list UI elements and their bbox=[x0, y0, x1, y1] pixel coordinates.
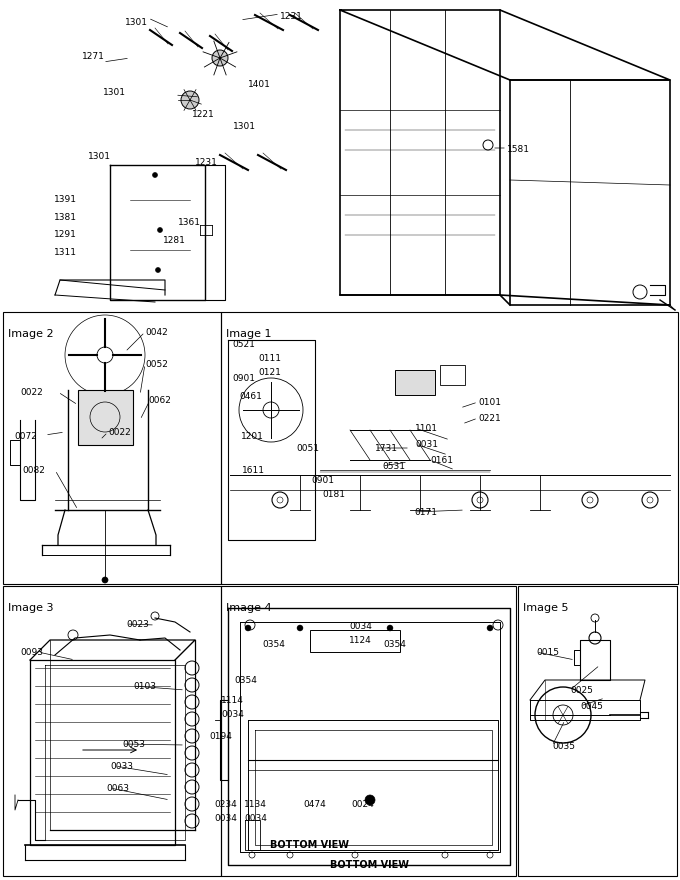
Bar bbox=[221, 586, 516, 876]
Text: 0045: 0045 bbox=[580, 702, 603, 711]
Circle shape bbox=[245, 625, 251, 631]
Text: 0022: 0022 bbox=[20, 388, 43, 397]
Text: Image 1: Image 1 bbox=[226, 329, 271, 339]
Bar bbox=[3, 312, 221, 584]
Text: Image 2: Image 2 bbox=[8, 329, 54, 339]
Text: 0093: 0093 bbox=[20, 648, 43, 657]
Circle shape bbox=[102, 577, 108, 583]
Bar bbox=[440, 365, 465, 385]
Text: 1114: 1114 bbox=[221, 696, 244, 705]
Text: 1124: 1124 bbox=[349, 636, 372, 645]
Text: Image 4: Image 4 bbox=[226, 603, 271, 613]
Text: 0103: 0103 bbox=[133, 682, 156, 691]
Text: 0015: 0015 bbox=[536, 648, 559, 657]
Text: 0121: 0121 bbox=[258, 368, 281, 377]
Text: Image 3: Image 3 bbox=[8, 603, 54, 613]
Text: 1201: 1201 bbox=[241, 432, 264, 441]
Bar bbox=[3, 586, 221, 876]
Text: 0034: 0034 bbox=[244, 814, 267, 823]
Text: 0181: 0181 bbox=[322, 490, 345, 499]
Text: 0072: 0072 bbox=[14, 432, 37, 441]
Text: 0052: 0052 bbox=[145, 360, 168, 369]
Text: 1281: 1281 bbox=[163, 236, 186, 245]
Text: 0461: 0461 bbox=[239, 392, 262, 401]
Text: 0062: 0062 bbox=[148, 396, 171, 405]
Text: 0901: 0901 bbox=[232, 374, 255, 383]
Circle shape bbox=[181, 91, 199, 109]
Text: 0354: 0354 bbox=[262, 640, 285, 649]
Text: 0082: 0082 bbox=[22, 466, 45, 475]
Circle shape bbox=[156, 268, 160, 273]
Text: 1101: 1101 bbox=[415, 424, 438, 433]
Circle shape bbox=[487, 625, 493, 631]
Text: BOTTOM VIEW: BOTTOM VIEW bbox=[271, 840, 350, 850]
Text: 0051: 0051 bbox=[296, 444, 319, 453]
Text: 0025: 0025 bbox=[570, 686, 593, 695]
Circle shape bbox=[387, 625, 393, 631]
Text: 0161: 0161 bbox=[430, 456, 453, 465]
Circle shape bbox=[297, 625, 303, 631]
Text: 1134: 1134 bbox=[244, 800, 267, 809]
Text: 1311: 1311 bbox=[54, 248, 77, 257]
Text: 1301: 1301 bbox=[103, 88, 126, 97]
Bar bbox=[310, 630, 400, 652]
Text: 0354: 0354 bbox=[383, 640, 406, 649]
Text: 1611: 1611 bbox=[242, 466, 265, 475]
Text: 0034: 0034 bbox=[214, 814, 237, 823]
Circle shape bbox=[152, 172, 158, 178]
Text: 1381: 1381 bbox=[54, 213, 77, 222]
Text: 1301: 1301 bbox=[125, 18, 148, 27]
Text: 1391: 1391 bbox=[54, 195, 77, 204]
Text: 1301: 1301 bbox=[88, 152, 111, 161]
Circle shape bbox=[365, 795, 375, 805]
Text: 1401: 1401 bbox=[248, 80, 271, 89]
Text: 1361: 1361 bbox=[178, 218, 201, 227]
Text: 0521: 0521 bbox=[232, 340, 255, 349]
Circle shape bbox=[212, 50, 228, 66]
Text: 0034: 0034 bbox=[349, 622, 372, 631]
Text: 1221: 1221 bbox=[192, 110, 215, 119]
Text: 0033: 0033 bbox=[110, 762, 133, 771]
Text: BOTTOM VIEW: BOTTOM VIEW bbox=[330, 860, 409, 870]
Text: 0042: 0042 bbox=[145, 328, 168, 337]
Text: 0221: 0221 bbox=[478, 414, 500, 423]
Text: 1271: 1271 bbox=[82, 52, 105, 61]
Bar bbox=[395, 370, 435, 395]
Text: 0111: 0111 bbox=[258, 354, 281, 363]
Text: 1581: 1581 bbox=[507, 145, 530, 154]
Text: 1291: 1291 bbox=[54, 230, 77, 239]
Text: 0024: 0024 bbox=[351, 800, 374, 809]
Circle shape bbox=[158, 228, 163, 232]
Text: 0354: 0354 bbox=[234, 676, 257, 685]
Bar bbox=[518, 586, 677, 876]
Text: 0171: 0171 bbox=[414, 508, 437, 517]
Text: Image 5: Image 5 bbox=[523, 603, 568, 613]
Text: 1231: 1231 bbox=[195, 158, 218, 167]
Text: 0531: 0531 bbox=[382, 462, 405, 471]
Text: 0023: 0023 bbox=[126, 620, 149, 629]
Text: 0031: 0031 bbox=[415, 440, 438, 449]
Text: 0063: 0063 bbox=[106, 784, 129, 793]
Text: 0022: 0022 bbox=[108, 428, 131, 437]
Text: 0053: 0053 bbox=[122, 740, 145, 749]
Text: 0194: 0194 bbox=[209, 732, 232, 741]
Bar bbox=[78, 390, 133, 445]
Text: 1301: 1301 bbox=[233, 122, 256, 131]
Text: 1731: 1731 bbox=[375, 444, 398, 453]
Text: 0901: 0901 bbox=[311, 476, 334, 485]
Text: 0035: 0035 bbox=[552, 742, 575, 751]
Text: 0474: 0474 bbox=[303, 800, 326, 809]
Text: 0034: 0034 bbox=[221, 710, 244, 719]
Bar bbox=[221, 312, 678, 584]
Text: 1231: 1231 bbox=[280, 12, 303, 21]
Text: 0234: 0234 bbox=[214, 800, 237, 809]
Text: 0101: 0101 bbox=[478, 398, 501, 407]
